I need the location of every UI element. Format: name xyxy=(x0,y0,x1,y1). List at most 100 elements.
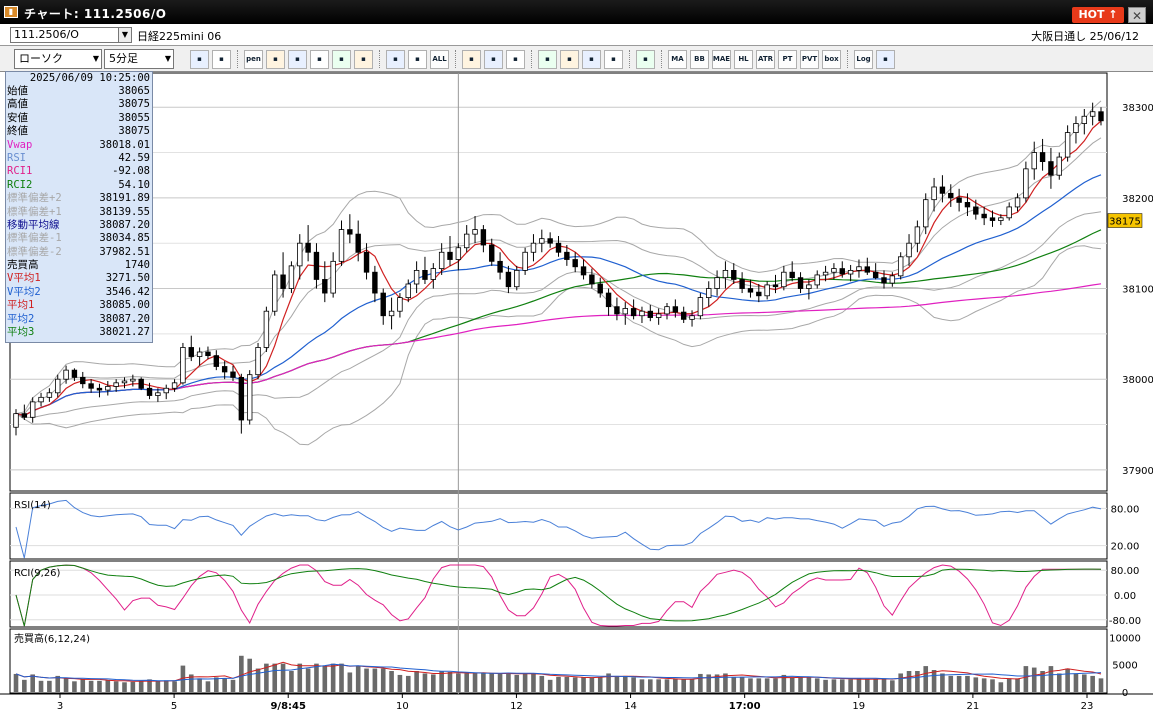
candle-body xyxy=(88,383,94,389)
candle-body xyxy=(739,279,745,289)
pt-button[interactable]: PT xyxy=(778,49,797,69)
color-button[interactable]: ▪ xyxy=(506,49,525,69)
volume-bar xyxy=(113,681,119,692)
candle-body xyxy=(989,217,996,221)
bb-button[interactable]: BB xyxy=(690,49,709,69)
export-button[interactable]: ▪ xyxy=(876,49,895,69)
candle-body xyxy=(71,369,78,378)
chart-type-value: ローソク xyxy=(19,52,63,65)
ma-button[interactable]: MA xyxy=(668,49,687,69)
candle-body xyxy=(505,271,512,288)
volume-panel-title: 売買高(6,12,24) xyxy=(14,632,90,645)
interval-value: 5分足 xyxy=(109,52,138,65)
volume-bar xyxy=(915,671,920,692)
interval-select[interactable]: 5分足 ▼ xyxy=(104,49,174,69)
pvt-button[interactable]: PVT xyxy=(800,49,819,69)
chevron-down-icon[interactable]: ▼ xyxy=(118,27,132,43)
candle-body xyxy=(872,271,879,279)
toolbar-separator xyxy=(379,50,383,68)
settings-button[interactable]: ▪ xyxy=(462,49,481,69)
volume-bar xyxy=(297,663,303,692)
candle-body xyxy=(121,380,128,384)
candle-body xyxy=(522,251,528,271)
volume-bar xyxy=(514,674,520,692)
download-button[interactable]: ▪ xyxy=(538,49,557,69)
data-row: 移動平均線 38087.20 xyxy=(6,219,152,232)
info-button[interactable]: ▪ xyxy=(636,49,655,69)
symbol-input[interactable]: 111.2506/O xyxy=(10,27,130,43)
volume-bar xyxy=(522,673,528,692)
pen-button[interactable]: pen xyxy=(244,49,263,69)
data-row: 標準偏差+2 38191.89 xyxy=(6,192,152,205)
volume-bar xyxy=(72,681,77,692)
candle-body xyxy=(380,292,386,317)
window-button[interactable]: ▪ xyxy=(212,49,231,69)
candle-body xyxy=(413,269,420,285)
data-row-label: 平均1 xyxy=(7,299,35,312)
volume-bar xyxy=(923,666,929,692)
volume-bar xyxy=(439,671,444,692)
candle-body xyxy=(497,260,503,273)
data-row: 平均2 38087.20 xyxy=(6,313,152,326)
pointer-button[interactable]: ▪ xyxy=(266,49,285,69)
volume-bar xyxy=(589,677,595,692)
box-button[interactable]: box xyxy=(822,49,841,69)
volume-bar xyxy=(180,665,186,692)
data-row-label: 始値 xyxy=(7,85,28,97)
chart-area[interactable]: 38300 38200 38100 38000 37900 38175 80.00 20.00… xyxy=(0,72,1153,715)
candle-body xyxy=(697,297,704,317)
volume-bar xyxy=(714,674,720,692)
rsi-tick-label: 80.00 xyxy=(1111,504,1140,515)
volume-bar xyxy=(848,679,853,692)
close-button[interactable]: ✕ xyxy=(1128,7,1146,23)
x-tick-label: 3 xyxy=(57,701,63,712)
volume-bar xyxy=(748,678,753,692)
grid-button[interactable]: ▪ xyxy=(582,49,601,69)
price-tick-label: 38300 xyxy=(1122,103,1153,114)
volume-avg2-line xyxy=(15,663,1102,682)
trash-button[interactable]: ▪ xyxy=(354,49,373,69)
data-row-label: 安値 xyxy=(7,111,28,124)
hl-button[interactable]: HL xyxy=(734,49,753,69)
brush-button[interactable]: ▪ xyxy=(484,49,503,69)
data-row: 平均3 38021.27 xyxy=(6,326,152,339)
candle-body xyxy=(1064,132,1071,158)
hot-button[interactable]: HOT ↑ xyxy=(1072,7,1124,23)
candle-body xyxy=(597,283,603,294)
candle-body xyxy=(138,378,144,389)
candle-body xyxy=(1014,197,1021,208)
data-row: 終値 38075 xyxy=(6,125,152,138)
candle-view-button[interactable]: ▪ xyxy=(386,49,405,69)
volume-bar xyxy=(163,680,169,692)
volume-bar xyxy=(856,678,862,692)
candle-body xyxy=(639,310,645,317)
chart-panels[interactable]: 38300 38200 38100 38000 37900 38175 80.00 20.00… xyxy=(0,72,1153,715)
undo-button[interactable]: ▪ xyxy=(310,49,329,69)
data-row-label: V平均1 xyxy=(7,272,41,285)
volume-bar xyxy=(447,671,453,692)
candle-body xyxy=(530,242,537,253)
candle-body xyxy=(1056,156,1062,176)
bar-view-button[interactable]: ▪ xyxy=(408,49,427,69)
mae-button[interactable]: MAE xyxy=(712,49,731,69)
all-button[interactable]: ALL xyxy=(430,49,449,69)
cursor-button[interactable]: ▪ xyxy=(288,49,307,69)
candle-body xyxy=(80,376,86,385)
candle-body xyxy=(230,371,236,378)
chart-type-select[interactable]: ローソク ▼ xyxy=(14,49,102,69)
zoom-in-button[interactable]: ▪ xyxy=(190,49,209,69)
chart-mode-button[interactable]: ▪ xyxy=(604,49,623,69)
candle-body xyxy=(288,265,295,289)
candle-body xyxy=(539,238,545,244)
search-button[interactable]: ▪ xyxy=(560,49,579,69)
rsi-line xyxy=(15,499,1102,559)
atr-button[interactable]: ATR xyxy=(756,49,775,69)
rci2-line xyxy=(15,564,1102,627)
log-button[interactable]: Log xyxy=(854,49,873,69)
volume-bar xyxy=(881,678,887,692)
notes-button[interactable]: ▪ xyxy=(332,49,351,69)
volume-bar xyxy=(1040,671,1045,692)
candle-body xyxy=(1048,161,1054,176)
data-row: 標準偏差+1 38139.55 xyxy=(6,206,152,219)
volume-tick-label: 0 xyxy=(1122,688,1128,699)
